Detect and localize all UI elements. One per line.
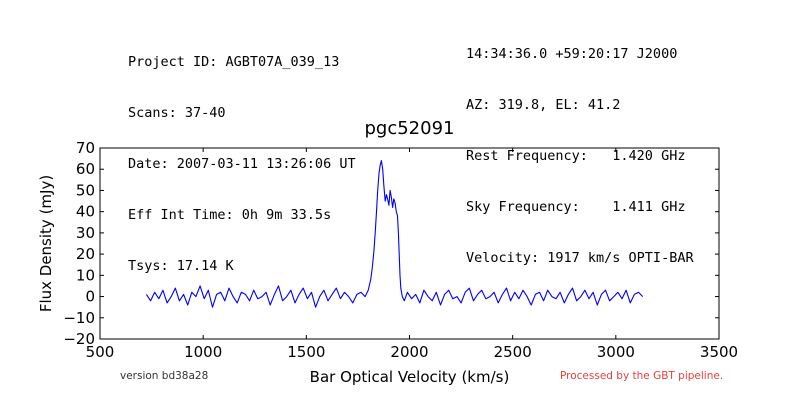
x-tick-label: 3000 xyxy=(597,343,635,361)
observation-info-right: 14:34:36.0 +59:20:17 J2000 AZ: 319.8, EL… xyxy=(466,12,694,301)
y-tick-label: 40 xyxy=(76,203,95,221)
pipeline-label: Processed by the GBT pipeline. xyxy=(560,370,724,382)
info-rest-frequency: Rest Frequency: 1.420 GHz xyxy=(466,148,686,164)
x-tick-label: 1000 xyxy=(184,343,222,361)
spectrum-series-line xyxy=(145,160,644,308)
chart-title: pgc52091 xyxy=(364,118,454,139)
info-tsys: Tsys: 17.14 K xyxy=(128,258,234,274)
x-axis-label: Bar Optical Velocity (km/s) xyxy=(310,368,510,386)
info-coordinates: 14:34:36.0 +59:20:17 J2000 xyxy=(466,46,678,62)
y-tick-label: −10 xyxy=(63,309,95,327)
y-axis-label: Flux Density (mJy) xyxy=(37,175,55,312)
x-tick-label: 3500 xyxy=(700,343,738,361)
x-tick-label: 2000 xyxy=(390,343,428,361)
y-tick-label: 20 xyxy=(76,245,95,263)
y-tick-label: 70 xyxy=(76,139,95,157)
info-project-id: Project ID: AGBT07A_039_13 xyxy=(128,54,340,70)
y-tick-label: 50 xyxy=(76,181,95,199)
y-tick-label: 30 xyxy=(76,224,95,242)
info-sky-frequency: Sky Frequency: 1.411 GHz xyxy=(466,199,686,215)
x-tick-label: 500 xyxy=(86,343,115,361)
y-tick-label: 10 xyxy=(76,266,95,284)
y-tick-label: 60 xyxy=(76,160,95,178)
y-tick-label: 0 xyxy=(85,288,95,306)
info-scans: Scans: 37-40 xyxy=(128,105,226,121)
info-az-el: AZ: 319.8, EL: 41.2 xyxy=(466,97,621,113)
info-eff-int-time: Eff Int Time: 0h 9m 33.5s xyxy=(128,207,332,223)
x-tick-label: 2500 xyxy=(494,343,532,361)
version-label: version bd38a28 xyxy=(120,370,209,382)
y-tick-label: −20 xyxy=(63,330,95,348)
info-date: Date: 2007-03-11 13:26:06 UT xyxy=(128,156,356,172)
axes-frame xyxy=(99,147,720,340)
x-tick-label: 1500 xyxy=(287,343,325,361)
info-velocity: Velocity: 1917 km/s OPTI-BAR xyxy=(466,250,694,266)
observation-info-left: Project ID: AGBT07A_039_13 Scans: 37-40 … xyxy=(128,20,356,309)
